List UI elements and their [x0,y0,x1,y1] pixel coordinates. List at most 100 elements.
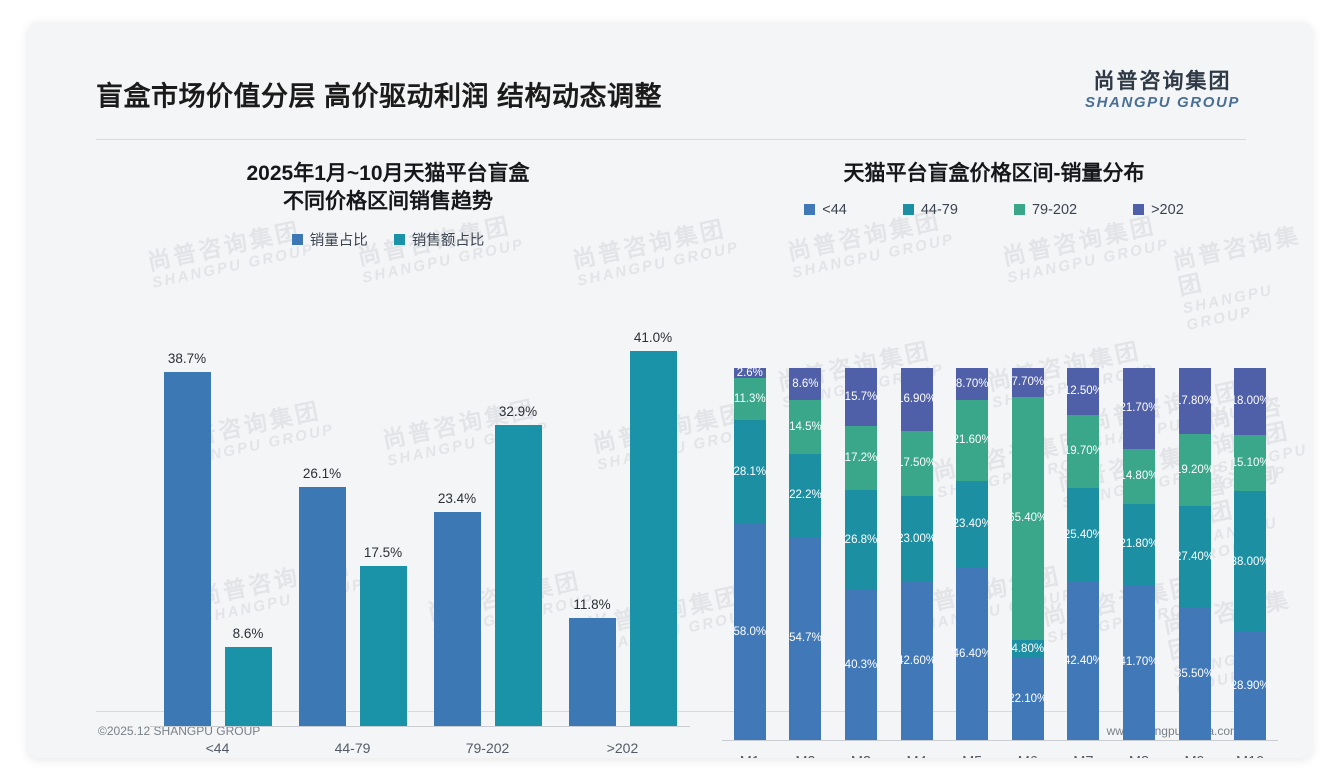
stacked-bar[interactable]: 21.70% 14.80% 21.80% 41.70% [1122,368,1155,740]
bar-value-label: 17.5% [363,544,403,560]
stack-segment-label: 23.40% [956,518,988,531]
stack-segment[interactable]: 16.90% [900,368,933,431]
stacked-bar-column[interactable]: 2.6% 11.3% 28.1% 58.0% [722,368,778,740]
brand-logo: 尚普咨询集团 SHANGPU GROUP [1085,70,1240,112]
stack-segment[interactable]: 2.6% [733,368,766,379]
x-axis-tick-label: 79-202(中高价位) [420,729,555,758]
stack-segment-label: 35.50% [1179,667,1211,680]
stack-segment[interactable]: 14.5% [789,399,822,454]
bar-column[interactable]: 11.8% [568,314,616,726]
bar-column[interactable]: 38.7% [163,314,211,726]
stacked-bar[interactable]: 7.70% 65.40% 4.80% 22.10% [1011,368,1044,740]
stack-segment[interactable]: 28.1% [733,419,766,525]
stack-segment-label: 40.3% [844,659,877,671]
bar-column[interactable]: 26.1% [298,314,346,726]
bar-revenue[interactable] [494,424,542,726]
legend-item-sales-2[interactable]: 销售额占比 [393,229,484,250]
stack-segment[interactable]: 46.40% [956,567,989,740]
bar-column[interactable]: 8.6% [224,314,272,726]
legend-item-sales-1[interactable]: 销量占比 [291,229,368,250]
stack-segment[interactable]: 35.50% [1178,607,1211,740]
stack-segment[interactable]: 23.00% [900,495,933,582]
stack-segment[interactable]: 42.40% [1067,582,1100,740]
bar-group: 23.4% 32.9% [420,314,555,726]
stack-segment-label: 17.80% [1179,395,1211,408]
stack-segment[interactable]: 41.70% [1122,584,1155,740]
bar-revenue[interactable] [359,565,407,726]
stacked-bar[interactable]: 18.00% 15.10% 38.00% 28.90% [1234,368,1267,740]
stack-segment[interactable]: 58.0% [733,524,766,740]
stack-segment[interactable]: 19.20% [1178,434,1211,506]
bar-column[interactable]: 23.4% [433,314,481,726]
stack-segment[interactable]: 26.8% [844,490,877,591]
stacked-bar[interactable]: 2.6% 11.3% 28.1% 58.0% [733,368,766,740]
stacked-bar[interactable]: 8.6% 14.5% 22.2% 54.7% [789,368,822,740]
bar-group: 26.1% 17.5% [285,314,420,726]
stacked-bar[interactable]: 12.50% 19.70% 25.40% 42.40% [1067,368,1100,740]
stack-segment[interactable]: 28.90% [1234,632,1267,740]
stack-segment[interactable]: 17.80% [1178,368,1211,435]
bar-volume[interactable] [433,511,481,726]
bar-revenue[interactable] [629,350,677,726]
stacked-bar[interactable]: 8.70% 21.60% 23.40% 46.40% [956,368,989,740]
stack-segment[interactable]: 11.3% [733,377,766,420]
stacked-bar-column[interactable]: 15.7% 17.2% 26.8% 40.3% [833,368,889,740]
stack-segment-label: 21.80% [1123,538,1155,551]
stacked-bar-column[interactable]: 8.6% 14.5% 22.2% 54.7% [778,368,834,740]
stack-segment[interactable]: 21.80% [1122,503,1155,585]
stack-segment[interactable]: 21.60% [956,400,989,481]
bar-value-label: 11.8% [573,596,611,612]
stacked-bar-column[interactable]: 12.50% 19.70% 25.40% 42.40% [1056,368,1112,740]
stacked-bar-column[interactable]: 7.70% 65.40% 4.80% 22.10% [1000,368,1056,740]
stack-segment[interactable]: 27.40% [1178,505,1211,608]
stacked-bar-column[interactable]: 21.70% 14.80% 21.80% 41.70% [1111,368,1167,740]
stacked-bar-column[interactable]: 17.80% 19.20% 27.40% 35.50% [1167,368,1223,740]
stack-segment[interactable]: 19.70% [1067,414,1100,488]
legend-item-price-1[interactable]: <44 [804,202,847,218]
stack-segment[interactable]: 54.7% [789,536,822,740]
stack-segment-label: 17.2% [844,452,877,465]
right-chart-stacked-bars: 2.6% 11.3% 28.1% 58.0% 8.6% 14.5% 22.2% 54.7% 15… [722,368,1278,740]
stack-segment[interactable]: 42.60% [900,581,933,740]
bar-revenue[interactable] [224,647,272,726]
bar-column[interactable]: 32.9% [494,314,542,726]
bar-volume[interactable] [568,617,616,726]
stack-segment[interactable]: 7.70% [1011,368,1044,397]
stack-segment-label: 38.00% [1234,555,1266,568]
stack-segment[interactable]: 23.40% [956,480,989,568]
stacked-bar[interactable]: 17.80% 19.20% 27.40% 35.50% [1178,368,1211,740]
stacked-bar-column[interactable]: 16.90% 17.50% 23.00% 42.60% [889,368,945,740]
stack-segment[interactable]: 8.6% [789,368,822,400]
stack-segment[interactable]: 65.40% [1011,396,1044,640]
bar-column[interactable]: 17.5% [359,314,407,726]
legend-item-price-3[interactable]: 79-202 [1013,202,1077,218]
stack-segment[interactable]: 40.3% [844,590,877,740]
stacked-bar[interactable]: 15.7% 17.2% 26.8% 40.3% [844,368,877,740]
stack-segment[interactable]: 8.70% [956,368,989,401]
bar-column[interactable]: 41.0% [629,314,677,726]
stack-segment[interactable]: 21.70% [1122,368,1155,449]
stack-segment[interactable]: 18.00% [1234,368,1267,435]
stack-segment-label: 2.6% [736,368,763,379]
stack-segment[interactable]: 15.7% [844,368,877,427]
right-chart-legend: <44 44-79 79-202 >202 [704,202,1284,218]
stacked-bar-column[interactable]: 8.70% 21.60% 23.40% 46.40% [944,368,1000,740]
legend-label: <44 [822,201,847,218]
stack-segment[interactable]: 4.80% [1011,639,1044,658]
stack-segment[interactable]: 25.40% [1067,487,1100,583]
bar-volume[interactable] [298,487,346,726]
stack-segment[interactable]: 22.2% [789,453,822,537]
stack-segment[interactable]: 12.50% [1067,368,1100,415]
stacked-bar-column[interactable]: 18.00% 15.10% 38.00% 28.90% [1222,368,1278,740]
legend-item-price-2[interactable]: 44-79 [902,202,958,218]
bar-volume[interactable] [163,371,211,726]
stacked-bar[interactable]: 16.90% 17.50% 23.00% 42.60% [900,368,933,740]
bar-value-label: 38.7% [167,350,207,366]
stack-segment[interactable]: 17.50% [900,430,933,496]
stack-segment[interactable]: 22.10% [1011,657,1044,740]
stack-segment[interactable]: 17.2% [844,426,877,491]
legend-item-price-4[interactable]: >202 [1133,202,1184,218]
stack-segment[interactable]: 15.10% [1234,434,1267,492]
stack-segment[interactable]: 14.80% [1122,448,1155,504]
stack-segment[interactable]: 38.00% [1234,491,1267,633]
